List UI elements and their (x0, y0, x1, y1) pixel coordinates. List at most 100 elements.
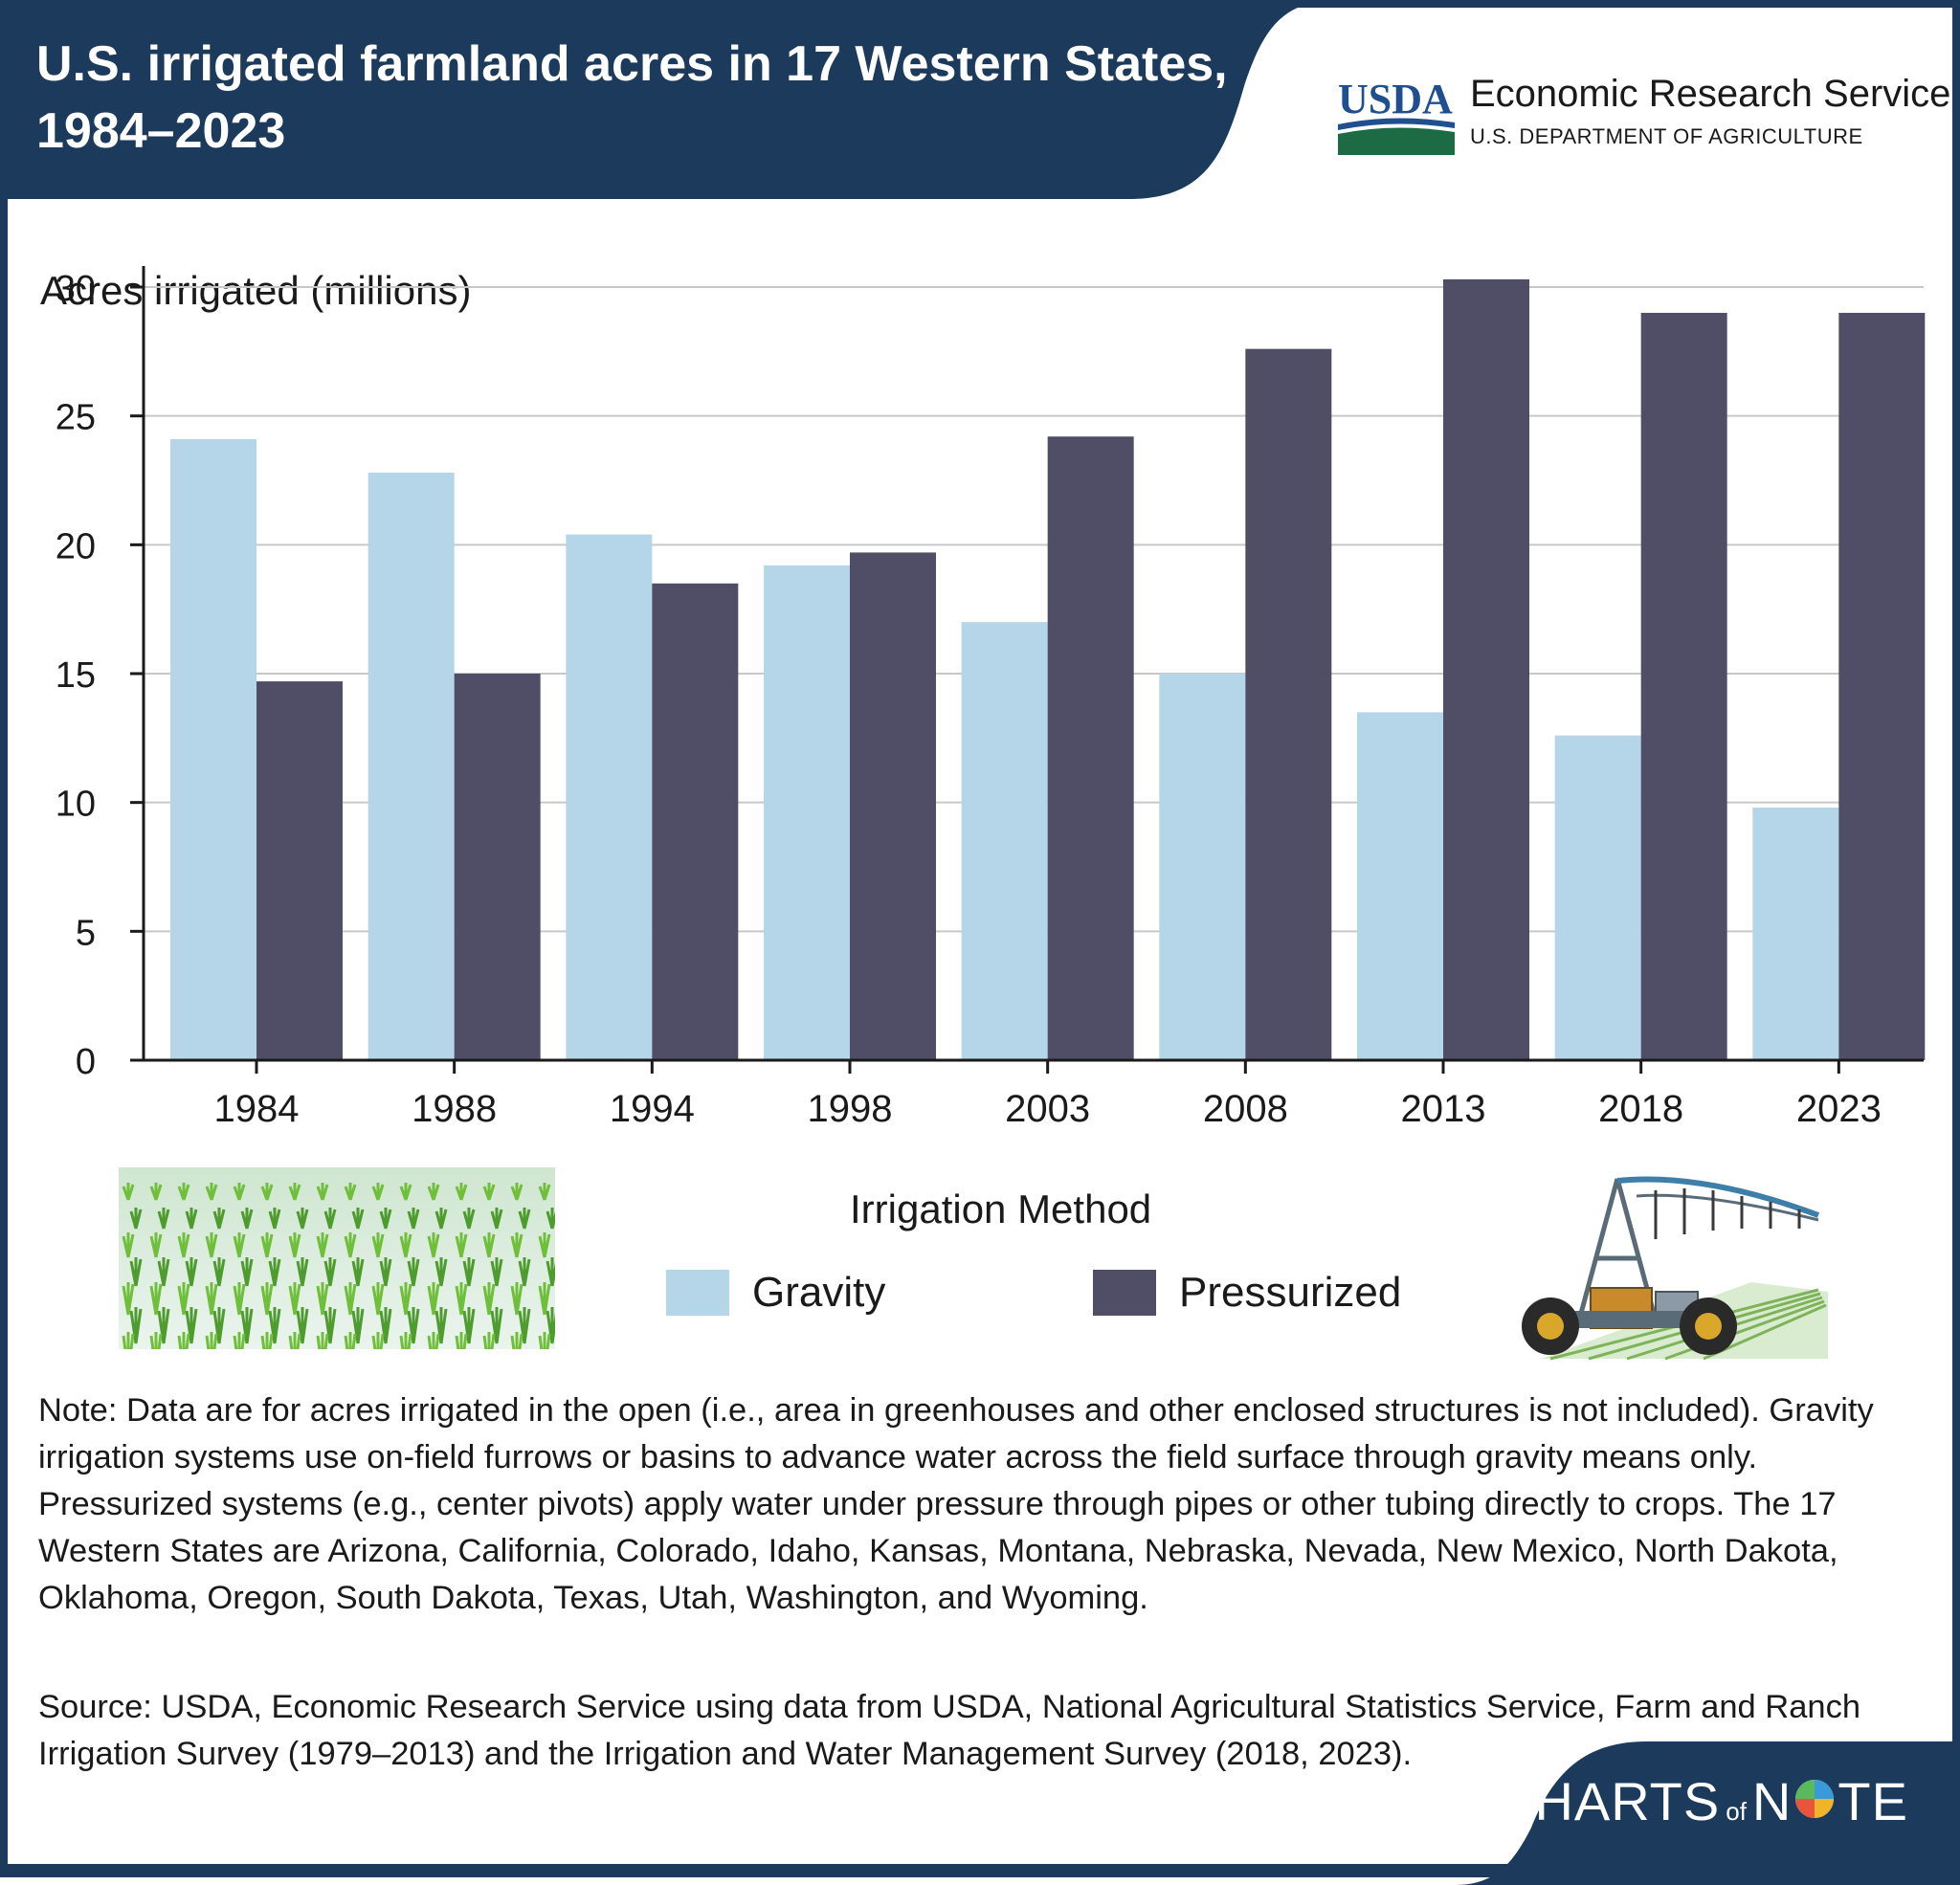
crop-plant (149, 1183, 163, 1201)
crop-plant (157, 1257, 170, 1287)
bottom-bar (0, 1864, 1960, 1877)
bar-gravity-1998 (764, 565, 850, 1060)
chart-source: Source: USDA, Economic Research Service … (38, 1689, 1861, 1772)
crop-plant (205, 1282, 218, 1316)
crop-plant (129, 1208, 143, 1230)
crop-plant (518, 1257, 531, 1287)
bar-gravity-2013 (1357, 712, 1443, 1060)
footer-banner-curve (1455, 1741, 1742, 1885)
crop-plant (316, 1183, 329, 1201)
x-ticks: 1984 1988 1994 1998 2003 2008 2013 2018 2023 (214, 1060, 1882, 1130)
bar-gravity-1994 (566, 534, 653, 1060)
crop-plant (344, 1183, 357, 1201)
crop-plant (268, 1257, 281, 1287)
svg-text:USDA: USDA (1338, 76, 1453, 122)
crop-plant (510, 1282, 523, 1316)
bar-chart: 0 5 10 15 20 25 30 1984 1988 1994 1998 2003 2008 201… (56, 266, 1926, 1130)
y-tick-label: 5 (76, 913, 96, 953)
crop-plant (296, 1208, 309, 1230)
crop-plant (399, 1332, 412, 1349)
crop-plant (288, 1282, 301, 1316)
crop-plant (379, 1307, 392, 1344)
brand-of: of (1726, 1797, 1747, 1826)
crop-plant (149, 1332, 163, 1349)
crop-plant (185, 1257, 198, 1287)
crop-plant (240, 1208, 254, 1230)
crop-plant (233, 1232, 246, 1258)
bar-gravity-2023 (1752, 808, 1839, 1060)
crop-plant (212, 1208, 226, 1230)
crop-plant (399, 1183, 412, 1201)
crop-plant (482, 1282, 496, 1316)
crop-plant (288, 1183, 301, 1201)
crop-plant (177, 1183, 190, 1201)
bar-gravity-1988 (368, 472, 455, 1060)
crop-plant (351, 1208, 365, 1230)
bar-pressurized-2003 (1047, 436, 1134, 1060)
crop-plant (371, 1232, 385, 1258)
crop-plant (462, 1208, 476, 1230)
x-tick-label: 2023 (1796, 1088, 1882, 1130)
x-tick-label: 1984 (214, 1088, 300, 1130)
crop-plant (149, 1232, 163, 1258)
crop-plant (122, 1282, 135, 1316)
crop-plant (288, 1232, 301, 1258)
crop-plant (129, 1257, 143, 1287)
crop-plant (185, 1307, 198, 1344)
crop-plant (316, 1282, 329, 1316)
crop-plant (538, 1282, 551, 1316)
crop-plant (427, 1282, 440, 1316)
crop-plant (344, 1232, 357, 1258)
y-ticks: 0 5 10 15 20 25 30 (56, 269, 144, 1082)
crop-plant (260, 1332, 274, 1349)
crop-plant (205, 1332, 218, 1349)
bars (170, 278, 1926, 1060)
crop-plant (149, 1282, 163, 1316)
crop-plant (233, 1183, 246, 1201)
crop-plant (233, 1282, 246, 1316)
crop-plant (177, 1282, 190, 1316)
y-axis-label: Acres irrigated (millions) (40, 268, 472, 313)
crop-plant (268, 1307, 281, 1344)
crop-plant (546, 1208, 555, 1230)
crop-plant (344, 1332, 357, 1349)
y-tick-label: 30 (56, 269, 96, 309)
crop-plant (268, 1208, 281, 1230)
crop-plant (205, 1232, 218, 1258)
crop-plant (260, 1183, 274, 1201)
x-tick-label: 2008 (1203, 1088, 1288, 1130)
crop-plant (455, 1232, 468, 1258)
crop-plant (157, 1208, 170, 1230)
crop-plant (427, 1183, 440, 1201)
crop-plant (455, 1183, 468, 1201)
legend-swatch-pressurized (1093, 1270, 1156, 1316)
crop-plant (538, 1232, 551, 1258)
crop-plant (482, 1332, 496, 1349)
y-tick-label: 0 (76, 1042, 96, 1082)
crop-plant (323, 1208, 337, 1230)
usda-logo-icon: USDA (1338, 76, 1455, 155)
pie-o-icon (1795, 1780, 1835, 1818)
crop-plant (240, 1257, 254, 1287)
crop-plant (323, 1307, 337, 1344)
crop-plant (129, 1307, 143, 1344)
legend-item-gravity: Gravity (666, 1269, 885, 1317)
crop-plant (490, 1208, 503, 1230)
crop-plant (490, 1307, 503, 1344)
crop-plant (379, 1208, 392, 1230)
crop-plant (288, 1332, 301, 1349)
bar-gravity-2008 (1159, 674, 1246, 1060)
bar-pressurized-2013 (1443, 278, 1529, 1060)
x-tick-label: 2003 (1005, 1088, 1090, 1130)
crop-plant (518, 1208, 531, 1230)
bar-pressurized-1994 (652, 583, 739, 1060)
crop-plant (212, 1257, 226, 1287)
crop-plant (434, 1208, 448, 1230)
department-name: U.S. DEPARTMENT OF AGRICULTURE (1470, 124, 1863, 148)
crop-plant (371, 1282, 385, 1316)
crop-plant (177, 1232, 190, 1258)
legend-item-pressurized: Pressurized (1093, 1269, 1401, 1317)
crop-plant (518, 1307, 531, 1344)
chart-title: U.S. irrigated farmland acres in 17 West… (36, 36, 1228, 159)
crop-plant (510, 1332, 523, 1349)
